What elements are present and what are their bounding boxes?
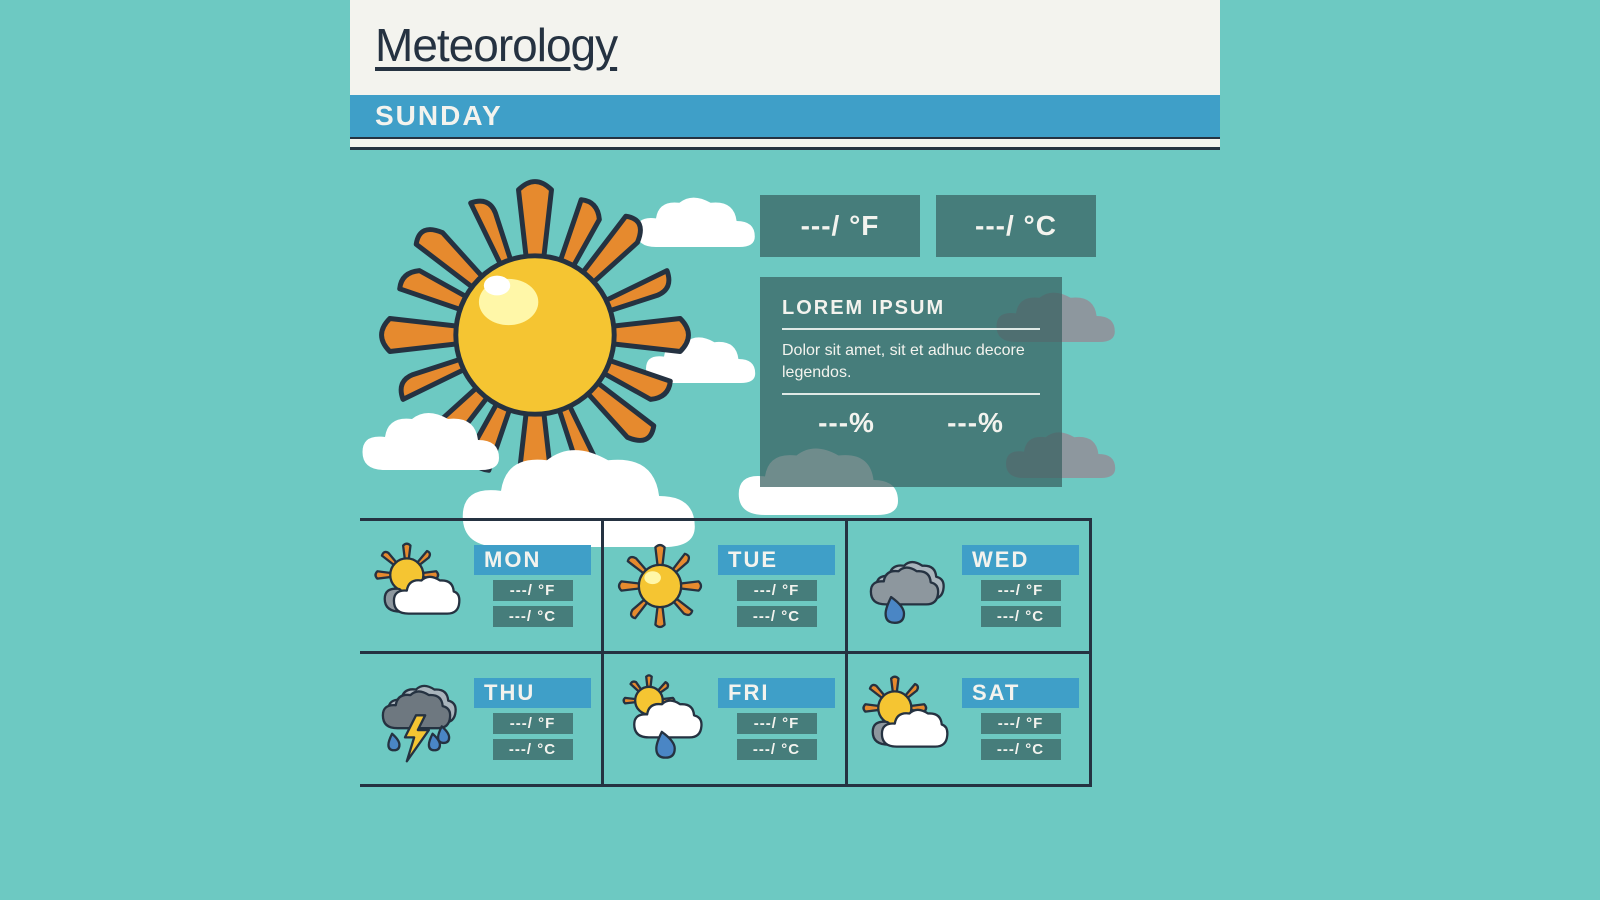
forecast-temp-f: ---/ °F [737,580,817,601]
current-day-label: SUNDAY [375,100,503,132]
weather-partly-icon [854,669,954,769]
current-day-band: SUNDAY [350,95,1220,139]
forecast-temp-c: ---/ °C [493,739,573,760]
forecast-temp-c: ---/ °C [737,739,817,760]
description-body: Dolor sit amet, sit et adhuc decore lege… [782,340,1040,395]
percent-2: ---% [947,407,1004,439]
weather-storm-icon [366,669,466,769]
forecast-temp-f: ---/ °F [493,713,573,734]
percent-1: ---% [818,407,875,439]
forecast-cell: MON ---/ °F ---/ °C [360,521,604,651]
weather-rain-icon [854,536,954,636]
forecast-day-label: FRI [718,678,835,708]
weather-partly-icon [366,536,466,636]
forecast-info: MON ---/ °F ---/ °C [474,545,591,627]
forecast-grid: MON ---/ °F ---/ °C TUE ---/ °F ---/ °C WED ---… [360,518,1092,787]
page-title: Meteorology [375,18,1195,72]
description-percents: ---% ---% [782,395,1040,439]
weather-sunny-icon [610,536,710,636]
forecast-day-label: MON [474,545,591,575]
forecast-info: FRI ---/ °F ---/ °C [718,678,835,760]
forecast-temp-c: ---/ °C [981,606,1061,627]
forecast-temp-f: ---/ °F [737,713,817,734]
forecast-temp-f: ---/ °F [981,713,1061,734]
weather-shower-icon [610,669,710,769]
forecast-day-label: TUE [718,545,835,575]
forecast-info: TUE ---/ °F ---/ °C [718,545,835,627]
forecast-day-label: SAT [962,678,1079,708]
forecast-cell: SAT ---/ °F ---/ °C [848,654,1092,784]
forecast-info: THU ---/ °F ---/ °C [474,678,591,760]
forecast-info: WED ---/ °F ---/ °C [962,545,1079,627]
forecast-cell: TUE ---/ °F ---/ °C [604,521,848,651]
header-band: Meteorology SUNDAY [350,0,1220,150]
forecast-cell: WED ---/ °F ---/ °C [848,521,1092,651]
temp-fahrenheit: ---/ °F [760,195,920,257]
forecast-info: SAT ---/ °F ---/ °C [962,678,1079,760]
description-heading: LOREM IPSUM [782,297,1040,330]
forecast-temp-c: ---/ °C [981,739,1061,760]
forecast-temp-f: ---/ °F [493,580,573,601]
forecast-day-label: THU [474,678,591,708]
forecast-cell: THU ---/ °F ---/ °C [360,654,604,784]
forecast-temp-c: ---/ °C [493,606,573,627]
temperature-boxes: ---/ °F ---/ °C [760,195,1096,257]
description-panel: LOREM IPSUM Dolor sit amet, sit et adhuc… [760,277,1062,487]
forecast-day-label: WED [962,545,1079,575]
forecast-temp-c: ---/ °C [737,606,817,627]
forecast-temp-f: ---/ °F [981,580,1061,601]
forecast-cell: FRI ---/ °F ---/ °C [604,654,848,784]
temp-celsius: ---/ °C [936,195,1096,257]
